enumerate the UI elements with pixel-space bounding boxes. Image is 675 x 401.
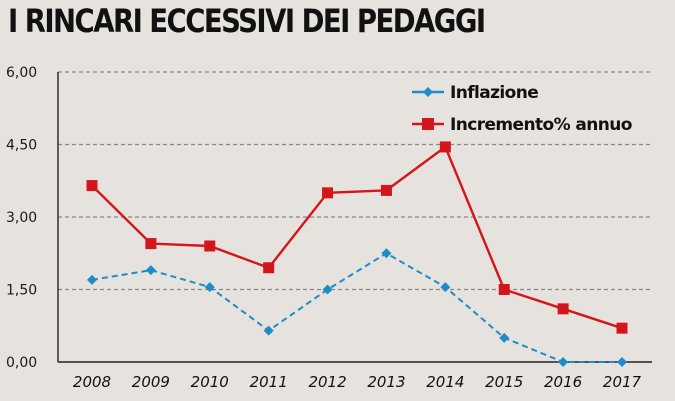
- data-point: [204, 240, 216, 252]
- x-tick-label: 2010: [191, 373, 229, 391]
- chart-title: I RINCARI ECCESSIVI DEI PEDAGGI: [8, 2, 486, 40]
- data-point: [380, 184, 392, 196]
- legend-label: Incremento% annuo: [450, 115, 632, 135]
- x-tick-label: 2009: [132, 373, 170, 391]
- x-tick-label: 2013: [367, 373, 405, 391]
- x-tick-label: 2012: [308, 373, 346, 391]
- data-point: [617, 357, 627, 367]
- data-point: [87, 274, 97, 285]
- x-tick-label: 2016: [544, 373, 582, 391]
- data-point: [439, 141, 451, 153]
- y-tick-label: 1,50: [6, 283, 37, 299]
- data-point: [322, 187, 334, 199]
- data-point: [263, 262, 275, 274]
- x-tick-label: 2008: [73, 373, 111, 391]
- y-tick-label: 0,00: [6, 355, 37, 371]
- x-tick-label: 2015: [485, 373, 523, 391]
- x-tick-label: 2011: [250, 373, 288, 391]
- data-point: [145, 265, 156, 276]
- data-point: [558, 357, 569, 367]
- y-tick-label: 4,50: [6, 138, 37, 154]
- data-point: [616, 322, 628, 334]
- data-point: [86, 180, 98, 192]
- legend-marker: [423, 87, 433, 97]
- data-point: [499, 332, 510, 343]
- data-point: [498, 284, 510, 295]
- y-tick-label: 6,00: [6, 65, 37, 81]
- data-point: [557, 303, 569, 315]
- x-tick-label: 2017: [603, 373, 642, 391]
- x-tick-label: 2014: [426, 373, 464, 391]
- legend-marker: [422, 118, 434, 130]
- series-line: [91, 145, 623, 330]
- data-point: [381, 248, 392, 259]
- data-point: [440, 282, 451, 293]
- data-point: [322, 284, 333, 295]
- data-point: [263, 325, 274, 336]
- series-line: [91, 252, 622, 363]
- y-tick-label: 3,00: [6, 210, 37, 226]
- legend-label: Inflazione: [450, 83, 538, 103]
- data-point: [204, 282, 215, 293]
- data-point: [145, 238, 157, 250]
